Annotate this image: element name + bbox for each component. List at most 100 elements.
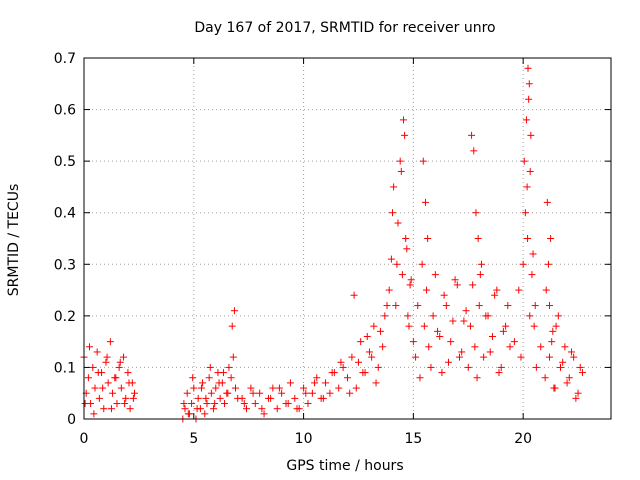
data-point xyxy=(189,374,197,382)
data-point xyxy=(322,379,330,387)
data-point xyxy=(269,384,277,392)
data-point xyxy=(352,384,360,392)
data-point xyxy=(502,322,510,330)
data-point xyxy=(194,394,202,402)
data-point xyxy=(549,327,557,335)
grid-lines xyxy=(84,58,611,419)
data-point xyxy=(416,374,424,382)
data-point xyxy=(486,348,494,356)
data-point xyxy=(354,358,362,366)
data-point xyxy=(551,384,559,392)
data-point xyxy=(421,198,429,206)
data-point xyxy=(440,291,448,299)
data-point xyxy=(532,363,540,371)
data-point xyxy=(491,291,499,299)
y-tick-label: 0.1 xyxy=(54,360,76,376)
data-point xyxy=(99,384,107,392)
data-point xyxy=(242,405,250,413)
data-point xyxy=(129,394,137,402)
data-point xyxy=(180,400,188,408)
data-point xyxy=(339,363,347,371)
y-tick-label: 0.7 xyxy=(54,51,76,67)
data-point xyxy=(249,389,257,397)
chart-title: Day 167 of 2017, SRMTID for receiver unr… xyxy=(194,20,495,36)
y-tick-label: 0.3 xyxy=(54,257,76,273)
data-point xyxy=(126,405,134,413)
data-point xyxy=(230,307,238,315)
data-point xyxy=(199,379,207,387)
data-point xyxy=(381,312,389,320)
data-point xyxy=(232,384,240,392)
x-tick-label: 10 xyxy=(295,431,313,447)
data-point xyxy=(407,276,415,284)
data-point xyxy=(442,302,450,310)
data-point xyxy=(469,281,477,289)
data-point xyxy=(552,322,560,330)
data-point xyxy=(275,384,283,392)
data-point xyxy=(458,348,466,356)
data-point xyxy=(420,322,428,330)
data-point xyxy=(521,209,529,217)
data-point xyxy=(473,374,481,382)
data-point xyxy=(337,358,345,366)
data-point xyxy=(399,116,407,124)
data-point xyxy=(497,363,505,371)
data-point xyxy=(308,389,316,397)
data-point xyxy=(210,405,218,413)
data-point xyxy=(93,348,101,356)
data-point xyxy=(537,343,545,351)
data-point xyxy=(451,276,459,284)
data-point xyxy=(546,302,554,310)
data-point xyxy=(572,394,580,402)
data-point xyxy=(414,302,422,310)
data-point xyxy=(464,363,472,371)
y-tick-label: 0.6 xyxy=(54,103,76,119)
data-points xyxy=(80,64,586,423)
data-point xyxy=(95,394,103,402)
data-point xyxy=(405,322,413,330)
data-point xyxy=(205,374,213,382)
data-point xyxy=(561,343,569,351)
data-point xyxy=(278,389,286,397)
data-point xyxy=(431,271,439,279)
data-point xyxy=(425,343,433,351)
data-point xyxy=(124,369,132,377)
data-point xyxy=(455,353,463,361)
data-point xyxy=(541,374,549,382)
data-point xyxy=(427,363,435,371)
data-point xyxy=(499,327,507,335)
y-tick-label: 0 xyxy=(67,412,76,428)
data-point xyxy=(211,400,219,408)
data-point xyxy=(574,389,582,397)
data-point xyxy=(495,369,503,377)
data-point xyxy=(530,322,538,330)
data-point xyxy=(475,302,483,310)
data-point xyxy=(383,302,391,310)
data-point xyxy=(543,198,551,206)
data-point xyxy=(556,363,564,371)
data-point xyxy=(389,209,397,217)
data-point xyxy=(188,400,196,408)
data-point xyxy=(122,394,130,402)
data-point xyxy=(412,353,420,361)
data-point xyxy=(449,317,457,325)
data-point xyxy=(260,410,268,418)
data-point xyxy=(515,286,523,294)
data-point xyxy=(403,245,411,253)
y-tick-label: 0.5 xyxy=(54,154,76,170)
data-point xyxy=(488,332,496,340)
data-point xyxy=(103,353,111,361)
data-point xyxy=(506,343,514,351)
data-point xyxy=(125,379,133,387)
data-point xyxy=(559,358,567,366)
data-point xyxy=(402,235,410,242)
data-point xyxy=(480,353,488,361)
data-point xyxy=(225,363,233,371)
data-point xyxy=(394,219,402,227)
data-point xyxy=(117,384,125,392)
data-point xyxy=(84,374,92,382)
data-point xyxy=(567,348,575,356)
data-point xyxy=(357,338,365,346)
data-point xyxy=(462,307,470,315)
